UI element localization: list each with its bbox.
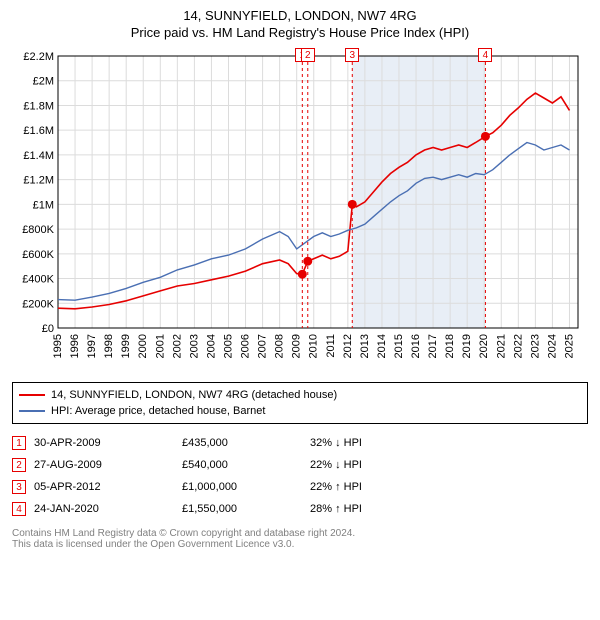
chart-area: £0 £200K £400K £600K £800K £1M £1.2M £1.4M £1.6M… (12, 46, 588, 376)
sale-date: 27-AUG-2009 (34, 459, 174, 471)
chart-container: 14, SUNNYFIELD, LONDON, NW7 4RG Price pa… (0, 0, 600, 550)
sale-price: £435,000 (182, 437, 302, 449)
sale-date: 30-APR-2009 (34, 437, 174, 449)
svg-text:2016: 2016 (410, 334, 422, 358)
svg-text:2020: 2020 (478, 334, 490, 358)
legend-item: 14, SUNNYFIELD, LONDON, NW7 4RG (detache… (19, 387, 581, 403)
svg-text:2003: 2003 (188, 334, 200, 358)
svg-text:2008: 2008 (274, 334, 286, 358)
svg-text:2022: 2022 (512, 334, 524, 358)
sale-marker-callout: 4 (478, 48, 492, 62)
legend-swatch (19, 394, 45, 396)
svg-text:2019: 2019 (461, 334, 473, 358)
svg-text:£1.4M: £1.4M (23, 150, 54, 162)
sale-pct-vs-hpi: 22% ↓ HPI (310, 459, 450, 471)
svg-text:1996: 1996 (69, 334, 81, 358)
svg-text:2006: 2006 (240, 334, 252, 358)
svg-text:2017: 2017 (427, 334, 439, 358)
sale-marker-box: 4 (12, 502, 26, 516)
sale-marker-callout: 3 (345, 48, 359, 62)
svg-text:2015: 2015 (393, 334, 405, 358)
sale-price: £540,000 (182, 459, 302, 471)
sale-date: 05-APR-2012 (34, 481, 174, 493)
table-row: 3 05-APR-2012 £1,000,000 22% ↑ HPI (12, 476, 588, 498)
svg-text:2005: 2005 (222, 334, 234, 358)
svg-text:2021: 2021 (495, 334, 507, 358)
sale-marker-box: 3 (12, 480, 26, 494)
legend: 14, SUNNYFIELD, LONDON, NW7 4RG (detache… (12, 382, 588, 424)
title-address: 14, SUNNYFIELD, LONDON, NW7 4RG (0, 8, 600, 23)
sale-price: £1,550,000 (182, 503, 302, 515)
sale-pct-vs-hpi: 32% ↓ HPI (310, 437, 450, 449)
svg-text:£200K: £200K (22, 298, 54, 310)
svg-text:£1.8M: £1.8M (23, 100, 54, 112)
footer-line2: This data is licensed under the Open Gov… (12, 539, 588, 550)
footer: Contains HM Land Registry data © Crown c… (12, 528, 588, 550)
svg-text:£2M: £2M (33, 76, 54, 88)
table-row: 1 30-APR-2009 £435,000 32% ↓ HPI (12, 432, 588, 454)
sale-price: £1,000,000 (182, 481, 302, 493)
title-subtitle: Price paid vs. HM Land Registry's House … (0, 25, 600, 40)
sales-table: 1 30-APR-2009 £435,000 32% ↓ HPI 2 27-AUG-200… (12, 432, 588, 520)
titles: 14, SUNNYFIELD, LONDON, NW7 4RG Price pa… (0, 0, 600, 40)
chart-svg: £0 £200K £400K £600K £800K £1M £1.2M £1.4M £1.6M… (12, 46, 588, 376)
svg-text:2024: 2024 (546, 334, 558, 358)
svg-text:1999: 1999 (120, 334, 132, 358)
svg-text:2018: 2018 (444, 334, 456, 358)
svg-text:2014: 2014 (376, 334, 388, 358)
svg-text:2004: 2004 (205, 334, 217, 358)
table-row: 4 24-JAN-2020 £1,550,000 28% ↑ HPI (12, 498, 588, 520)
sale-pct-vs-hpi: 28% ↑ HPI (310, 503, 450, 515)
svg-text:£800K: £800K (22, 224, 54, 236)
svg-text:£1M: £1M (33, 199, 54, 211)
legend-item: HPI: Average price, detached house, Barn… (19, 403, 581, 419)
svg-text:1998: 1998 (103, 334, 115, 358)
sale-marker-callout: 2 (301, 48, 315, 62)
legend-label: HPI: Average price, detached house, Barn… (51, 405, 265, 417)
table-row: 2 27-AUG-2009 £540,000 22% ↓ HPI (12, 454, 588, 476)
svg-text:2013: 2013 (359, 334, 371, 358)
svg-text:1997: 1997 (86, 334, 98, 358)
sale-date: 24-JAN-2020 (34, 503, 174, 515)
svg-text:2001: 2001 (154, 334, 166, 358)
svg-text:2002: 2002 (171, 334, 183, 358)
svg-text:£400K: £400K (22, 274, 54, 286)
legend-label: 14, SUNNYFIELD, LONDON, NW7 4RG (detache… (51, 389, 337, 401)
svg-text:£600K: £600K (22, 249, 54, 261)
svg-text:2012: 2012 (342, 334, 354, 358)
svg-text:2011: 2011 (325, 334, 337, 358)
svg-text:£2.2M: £2.2M (23, 51, 54, 63)
svg-text:2010: 2010 (308, 334, 320, 358)
svg-text:2000: 2000 (137, 334, 149, 358)
svg-text:1995: 1995 (52, 334, 64, 358)
sale-marker-box: 2 (12, 458, 26, 472)
svg-text:2023: 2023 (529, 334, 541, 358)
sale-marker-box: 1 (12, 436, 26, 450)
legend-swatch (19, 410, 45, 412)
svg-text:£1.2M: £1.2M (23, 175, 54, 187)
footer-line1: Contains HM Land Registry data © Crown c… (12, 528, 588, 539)
svg-text:2025: 2025 (563, 334, 575, 358)
sale-pct-vs-hpi: 22% ↑ HPI (310, 481, 450, 493)
svg-text:2009: 2009 (291, 334, 303, 358)
svg-text:£0: £0 (42, 323, 54, 335)
svg-text:2007: 2007 (257, 334, 269, 358)
svg-text:£1.6M: £1.6M (23, 125, 54, 137)
